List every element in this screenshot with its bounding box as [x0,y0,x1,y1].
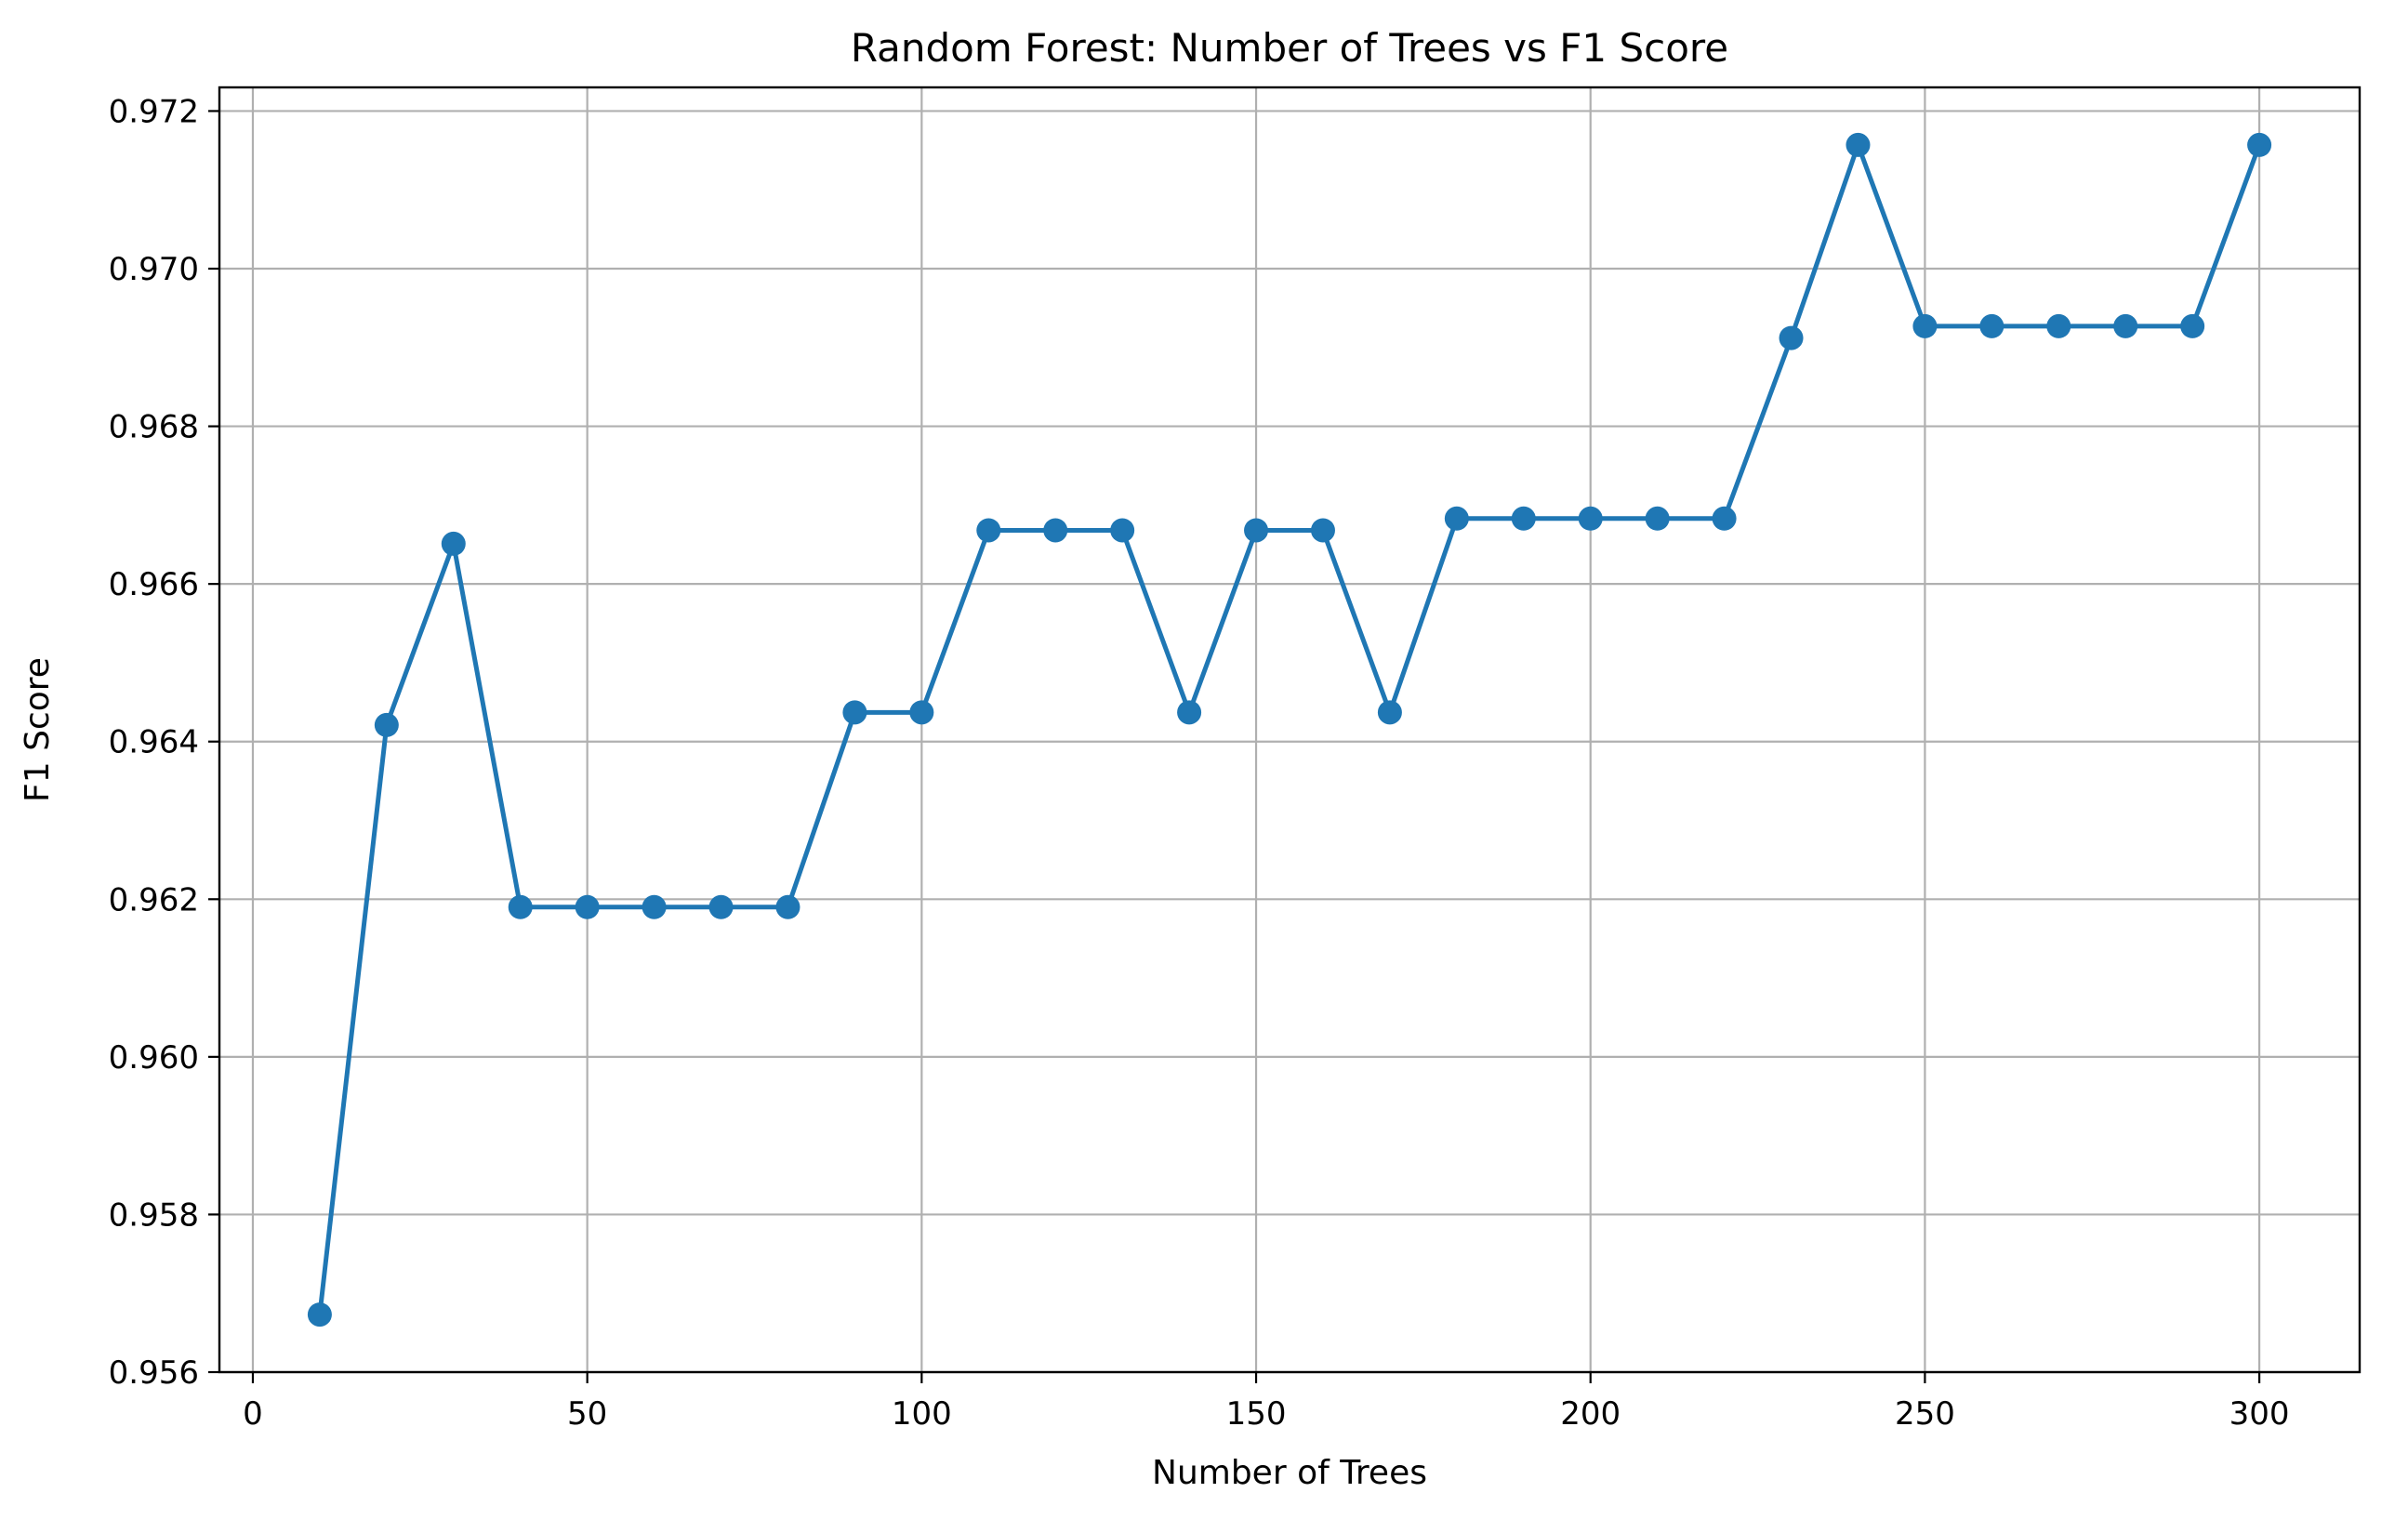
x-tick-label: 300 [2229,1395,2290,1433]
x-tick-label: 150 [1226,1395,1287,1433]
x-tick-label: 250 [1895,1395,1955,1433]
chart-title: Random Forest: Number of Trees vs F1 Sco… [851,25,1728,71]
x-tick-label: 0 [243,1395,263,1433]
data-point [1511,506,1536,531]
series-layer [307,132,2272,1327]
data-point [775,894,800,919]
y-tick-label: 0.966 [109,566,199,603]
y-tick-label: 0.972 [109,93,199,130]
data-point [1110,518,1135,543]
x-tick-label: 50 [567,1395,607,1433]
data-point [1979,313,2004,338]
data-point [508,894,533,919]
data-point [2247,132,2272,157]
data-point [1310,518,1335,543]
x-tick-label: 200 [1560,1395,1621,1433]
data-point [1578,506,1603,531]
y-tick-label: 0.968 [109,409,199,446]
plot-frame [218,86,2362,1374]
data-point [2180,313,2205,338]
y-tick-label: 0.970 [109,251,199,288]
data-point [842,700,867,725]
data-point [1444,506,1469,531]
x-tick-label: 100 [892,1395,952,1433]
data-point [374,712,399,737]
y-tick-label: 0.956 [109,1354,199,1392]
data-point [441,531,466,556]
data-point [1377,700,1402,725]
x-axis-label: Number of Trees [1152,1454,1427,1492]
grid [219,87,2360,1374]
data-point [642,894,667,919]
data-point [708,894,734,919]
data-point [1846,132,1871,157]
data-point [1645,506,1670,531]
y-tick-label: 0.960 [109,1039,199,1077]
data-point [1177,700,1202,725]
data-point [976,518,1001,543]
data-point [909,700,934,725]
y-tick-label: 0.964 [109,724,199,761]
data-point [1043,518,1068,543]
data-point [2113,313,2138,338]
data-point [1712,506,1737,531]
data-point [2046,313,2071,338]
y-axis-label: F1 Score [19,657,57,802]
data-point [1779,325,1804,350]
y-tick-label: 0.958 [109,1196,199,1234]
ticks: 0 50 100 150 200 250 300 0.956 0.958 0.960 0.962 0.… [109,93,2290,1433]
data-point [1912,313,1938,338]
data-point [1244,518,1269,543]
data-point [307,1302,332,1327]
data-point [575,894,600,919]
y-tick-label: 0.962 [109,881,199,918]
